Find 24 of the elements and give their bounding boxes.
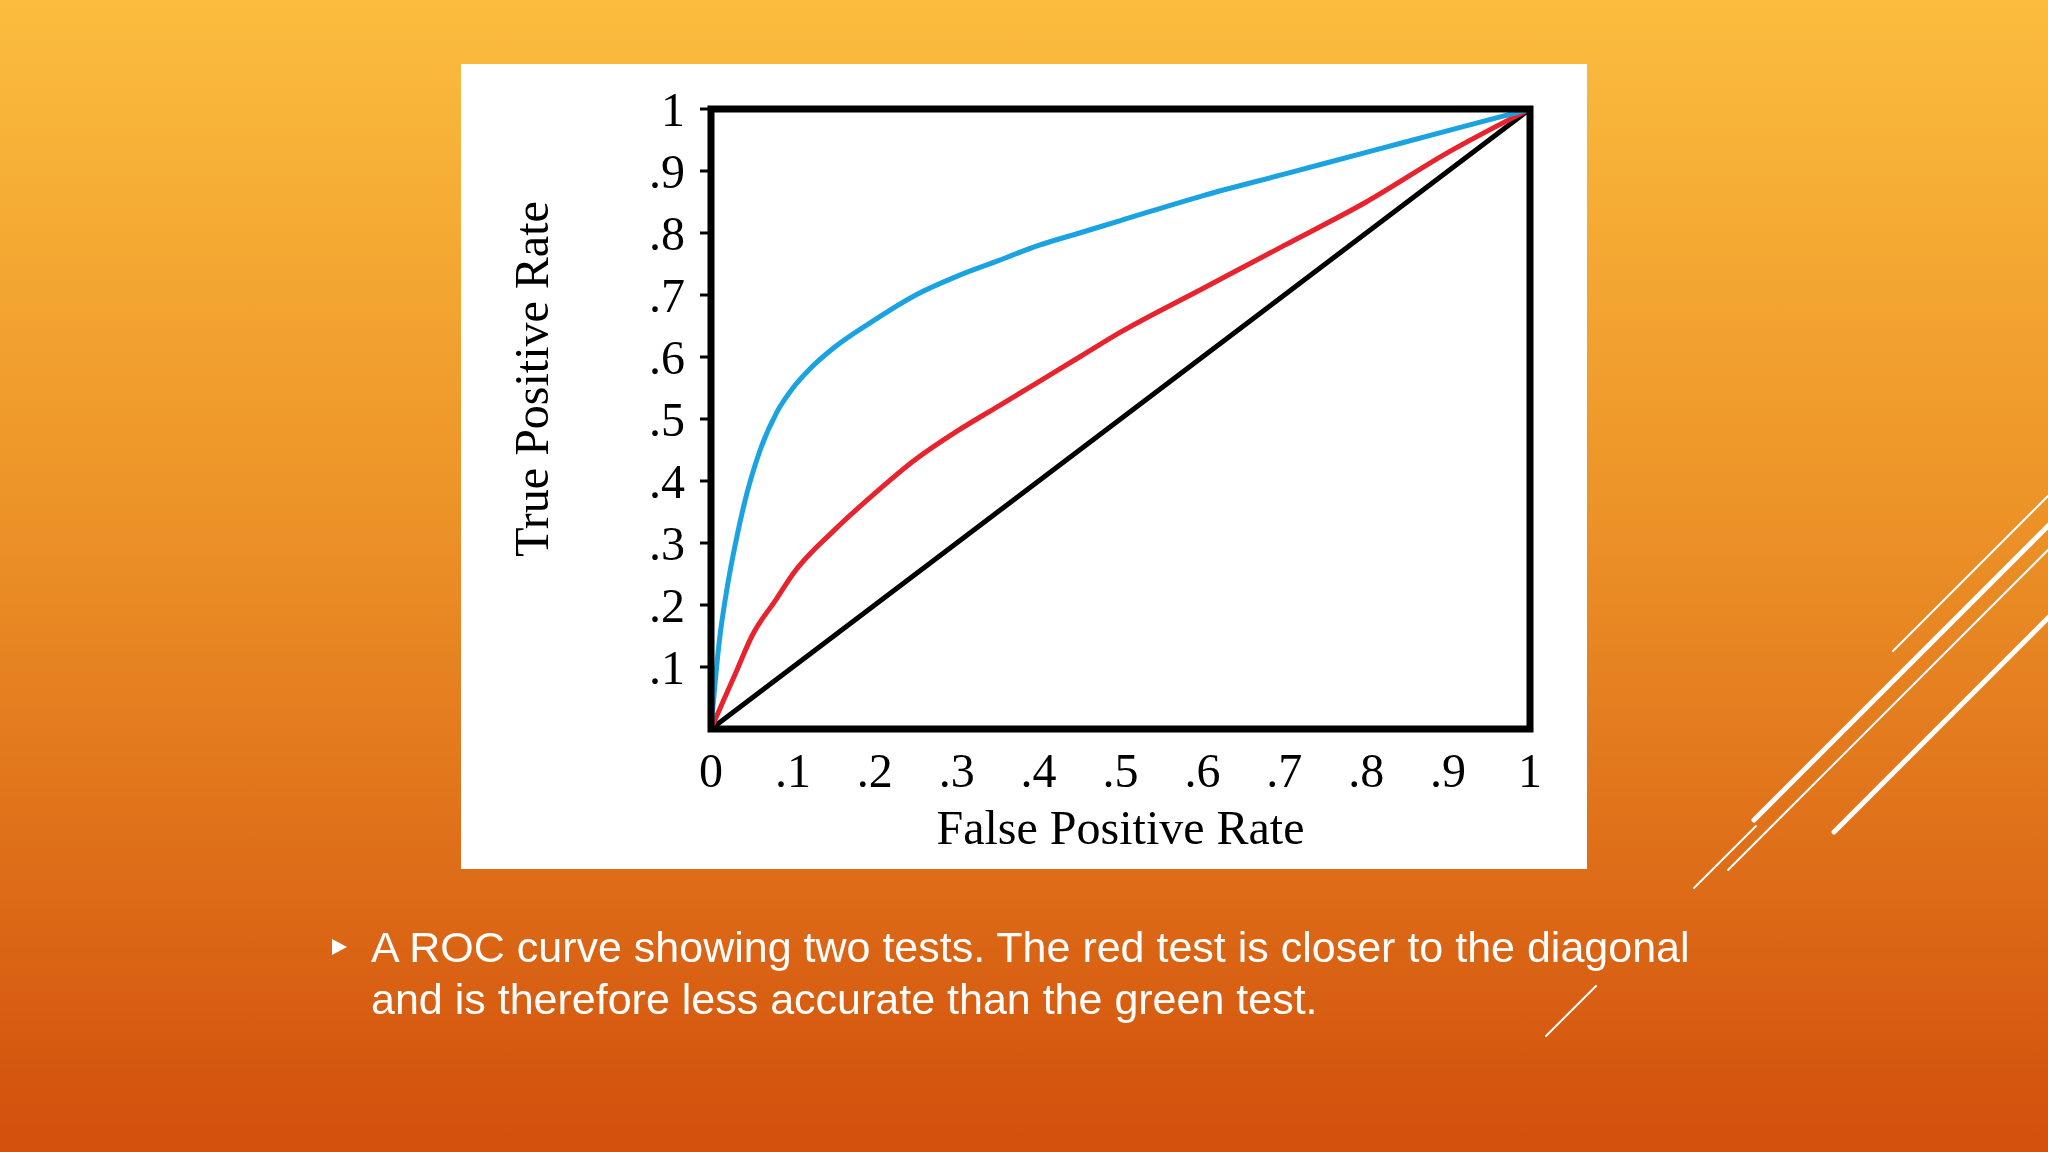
x-tick-label: .7	[1266, 744, 1303, 797]
y-tick-label: .4	[649, 454, 685, 508]
y-tick-label: 1	[661, 82, 685, 136]
x-tick-label: .9	[1430, 744, 1467, 797]
y-tick-label: .5	[649, 392, 685, 446]
x-tick-label: .3	[938, 744, 975, 797]
x-tick-label: .1	[774, 744, 811, 797]
y-axis-title: True Positive Rate	[505, 201, 558, 557]
y-tick-label: .6	[649, 330, 685, 384]
x-tick-label: 1	[1518, 744, 1542, 797]
y-tick-label: .3	[649, 516, 685, 570]
y-tick-label: .9	[649, 144, 685, 198]
y-tick-label: .2	[649, 578, 685, 632]
x-axis-title: False Positive Rate	[936, 801, 1305, 854]
x-tick-label: .5	[1102, 744, 1139, 797]
y-tick-label: .8	[649, 206, 685, 260]
x-tick-label: .8	[1348, 744, 1385, 797]
y-tick-label: .1	[649, 640, 685, 694]
y-tick-label: .7	[649, 268, 685, 322]
x-tick-label: .4	[1020, 744, 1057, 797]
x-tick-label: .2	[856, 744, 893, 797]
text: A ROC curve showing two tests. The red test is closer to the diagonal and is therefore less accurate than the green test.	[371, 923, 1690, 1023]
x-tick-label: 0	[699, 744, 723, 797]
x-tick-label: .6	[1184, 744, 1221, 797]
